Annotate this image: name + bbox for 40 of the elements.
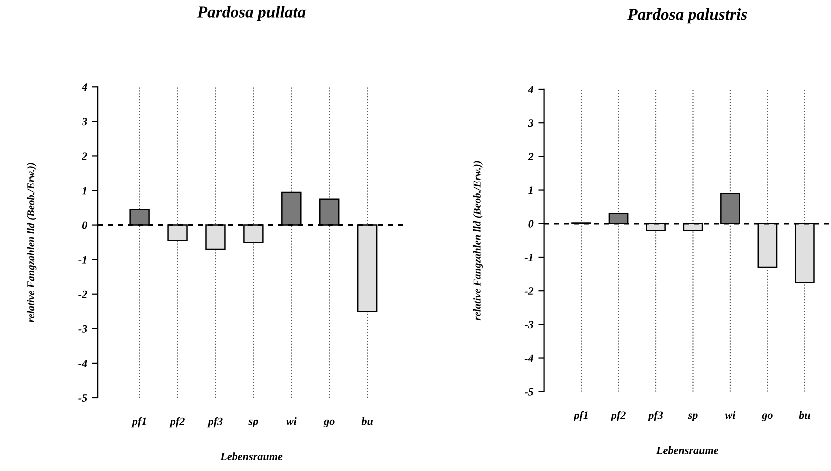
x-tick-label: pf2 xyxy=(610,411,626,422)
y-tick-label: 3 xyxy=(82,118,88,126)
y-tick-label: 3 xyxy=(528,120,534,128)
x-tick-label: pf3 xyxy=(208,417,223,428)
y-tick-label: -5 xyxy=(78,394,88,402)
x-tick-label: wi xyxy=(286,417,297,426)
x-tick-label: bu xyxy=(362,417,374,426)
y-tick-label: -2 xyxy=(524,288,534,295)
x-axis-title: Lebensraume xyxy=(656,446,719,454)
x-tick-label: sp xyxy=(688,414,698,422)
x-tick-label: bu xyxy=(799,411,810,420)
x-tick-label: pf2 xyxy=(170,417,185,428)
x-axis-title: Lebensraume xyxy=(220,452,283,460)
y-axis-title: relative Fangzahlen lld (Beob./Erw.)) xyxy=(27,163,37,322)
y-tick-label: -1 xyxy=(524,254,533,262)
y-tick-label: -4 xyxy=(78,360,88,368)
x-tick-label: sp xyxy=(248,420,258,428)
y-tick-label: -3 xyxy=(78,325,88,333)
y-tick-label: 2 xyxy=(528,153,534,161)
y-tick-label: -2 xyxy=(78,290,88,298)
x-tick-label: go xyxy=(762,414,773,422)
x-tick-label: wi xyxy=(725,411,736,420)
x-tick-label: pf3 xyxy=(648,411,664,422)
y-tick-label: -4 xyxy=(524,354,534,362)
x-tick-label: pf1 xyxy=(132,417,146,428)
chart-title: Pardosa palustris xyxy=(628,8,748,24)
chart-title: Pardosa pullata xyxy=(197,6,306,22)
y-axis-title: relative Fangzahlen lld (Beob./Erw.)) xyxy=(474,161,483,321)
y-tick-label: 4 xyxy=(528,86,534,94)
y-tick-label: 1 xyxy=(82,187,87,195)
y-tick-label: 0 xyxy=(82,222,88,230)
y-tick-label: -5 xyxy=(524,388,534,396)
y-tick-label: 0 xyxy=(528,220,534,228)
y-tick-label: 1 xyxy=(528,186,533,194)
y-tick-label: -1 xyxy=(78,256,87,264)
y-tick-label: -3 xyxy=(524,321,534,329)
y-tick-label: 2 xyxy=(82,152,88,160)
x-tick-label: pf1 xyxy=(573,411,588,422)
y-tick-label: 4 xyxy=(82,84,88,91)
x-tick-label: go xyxy=(324,420,335,428)
